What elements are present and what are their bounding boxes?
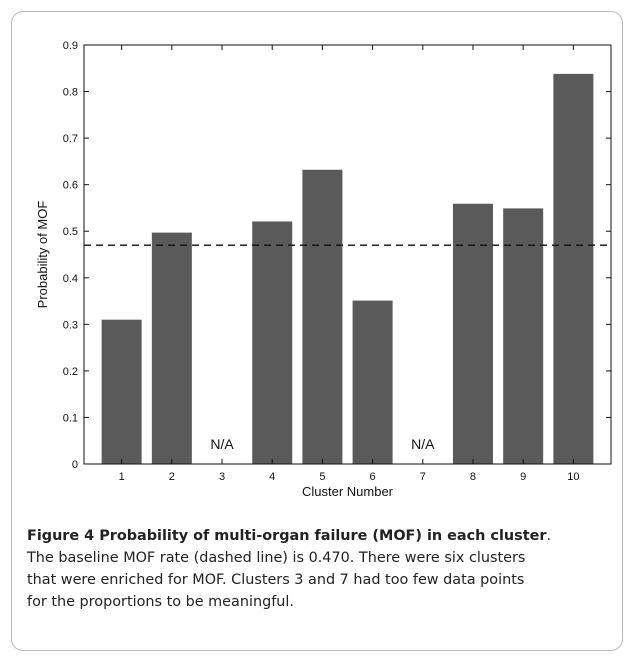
x-tick-label-5: 5 xyxy=(319,471,325,483)
bar-cluster-9 xyxy=(503,208,544,464)
na-label-7: N/A xyxy=(411,436,435,452)
x-tick-label-7: 7 xyxy=(420,471,426,483)
y-tick-label-8: 0.8 xyxy=(63,87,78,99)
na-label-3: N/A xyxy=(210,436,234,452)
caption-line-3: for the proportions to be meaningful. xyxy=(27,594,294,610)
bar-cluster-8 xyxy=(452,203,493,464)
y-tick-label-5: 0.5 xyxy=(63,226,78,238)
y-axis-label: Probability of MOF xyxy=(35,201,50,309)
bar-cluster-4 xyxy=(252,221,293,464)
caption-title-line: Figure 4 Probability of multi-organ fail… xyxy=(27,525,617,547)
x-tick-label-9: 9 xyxy=(520,471,526,483)
x-tick-label-8: 8 xyxy=(470,471,476,483)
na-labels-group: N/A N/A xyxy=(210,436,435,452)
x-axis-ticks: 1 2 3 4 5 6 7 8 9 10 xyxy=(119,45,579,483)
caption-line-2: that were enriched for MOF. Clusters 3 a… xyxy=(27,572,525,588)
bar-cluster-5 xyxy=(302,169,343,464)
caption-title-period: . xyxy=(546,528,552,544)
bar-cluster-6 xyxy=(352,300,393,464)
caption-line-1: The baseline MOF rate (dashed line) is 0… xyxy=(27,550,526,566)
bar-chart: 0 0.1 0.2 0.3 0.4 0.5 0.6 0.7 0.8 0.9 1 2 3 4 5 6 7 8 9 10… xyxy=(35,40,612,499)
axes-box xyxy=(83,44,612,465)
bar-cluster-2 xyxy=(151,232,192,464)
y-tick-label-4: 0.4 xyxy=(63,273,78,285)
y-tick-label-2: 0.2 xyxy=(63,366,78,378)
y-axis-ticks: 0 0.1 0.2 0.3 0.4 0.5 0.6 0.7 0.8 0.9 xyxy=(63,40,611,471)
y-tick-label-7: 0.7 xyxy=(63,133,78,145)
y-tick-label-0: 0 xyxy=(72,459,78,471)
x-axis-label: Cluster Number xyxy=(302,484,394,499)
bar-cluster-10 xyxy=(553,73,594,464)
bars-group xyxy=(101,73,594,464)
x-tick-label-1: 1 xyxy=(119,471,125,483)
bar-cluster-1 xyxy=(101,319,142,464)
x-tick-label-2: 2 xyxy=(169,471,175,483)
figure-caption: Figure 4 Probability of multi-organ fail… xyxy=(27,525,617,613)
x-tick-label-4: 4 xyxy=(269,471,275,483)
y-tick-label-1: 0.1 xyxy=(63,412,78,424)
y-tick-label-3: 0.3 xyxy=(63,319,78,331)
x-tick-label-6: 6 xyxy=(370,471,376,483)
y-tick-label-9: 0.9 xyxy=(63,40,78,52)
caption-title: Figure 4 Probability of multi-organ fail… xyxy=(27,528,547,544)
x-tick-label-3: 3 xyxy=(219,471,225,483)
y-tick-label-6: 0.6 xyxy=(63,180,78,192)
x-tick-label-10: 10 xyxy=(567,471,579,483)
